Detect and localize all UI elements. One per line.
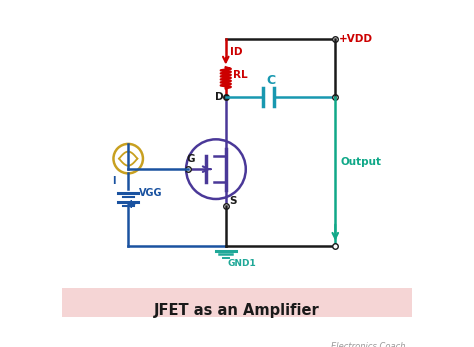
Text: ID: ID bbox=[230, 47, 243, 57]
Text: +: + bbox=[126, 198, 136, 211]
Text: GND1: GND1 bbox=[228, 259, 256, 268]
Text: Electronics Coach: Electronics Coach bbox=[331, 342, 405, 347]
Text: RL: RL bbox=[234, 70, 248, 80]
Text: S: S bbox=[229, 196, 237, 206]
FancyBboxPatch shape bbox=[62, 288, 412, 334]
Text: C: C bbox=[267, 74, 276, 87]
Text: Output: Output bbox=[340, 157, 382, 167]
Text: VGG: VGG bbox=[139, 188, 163, 198]
Text: G: G bbox=[186, 154, 195, 164]
Text: I: I bbox=[112, 176, 116, 186]
Text: JFET as an Amplifier: JFET as an Amplifier bbox=[154, 303, 320, 318]
Text: D: D bbox=[215, 92, 223, 102]
Text: +VDD: +VDD bbox=[339, 34, 373, 44]
